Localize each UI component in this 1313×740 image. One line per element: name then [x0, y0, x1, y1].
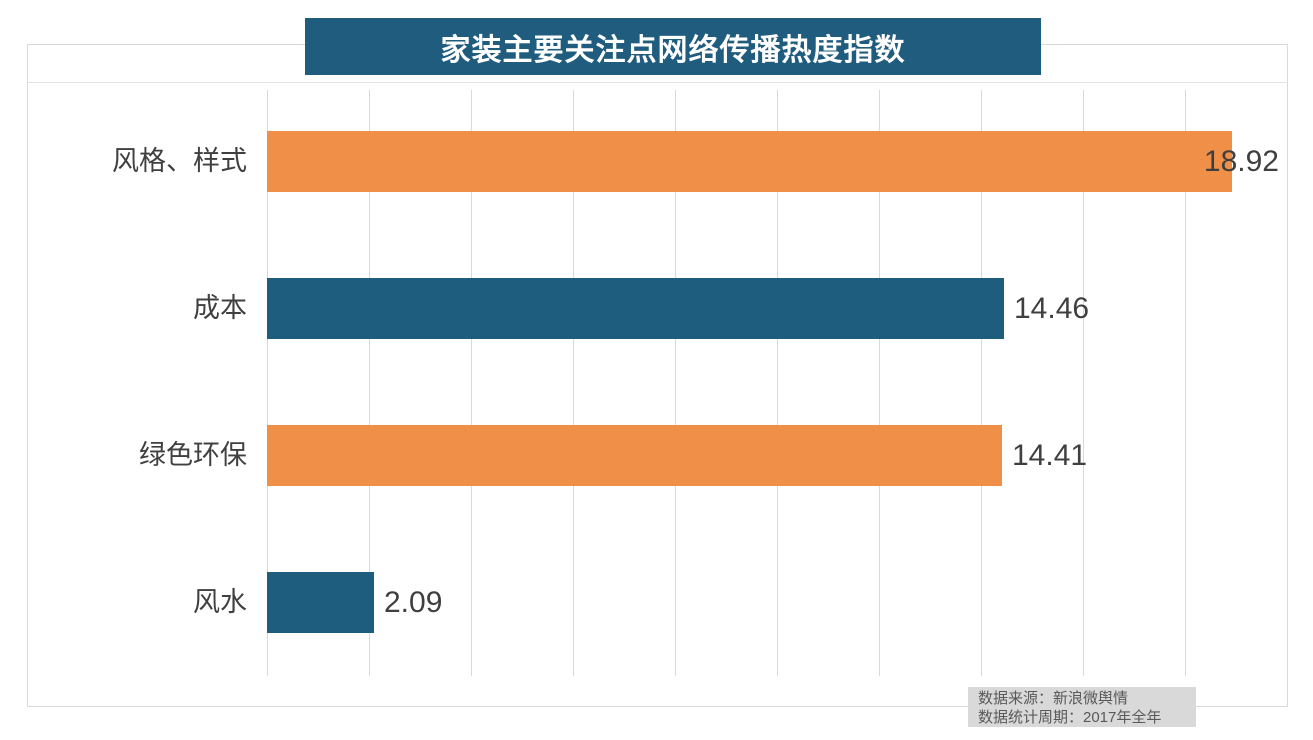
chart-title: 家装主要关注点网络传播热度指数 — [305, 18, 1041, 75]
gridline — [1083, 90, 1084, 676]
source-note-line-2: 数据统计周期：2017年全年 — [978, 709, 1162, 726]
source-note-line-1: 数据来源：新浪微舆情 — [978, 690, 1129, 707]
gridline — [471, 90, 472, 676]
gridline — [777, 90, 778, 676]
bar — [267, 131, 1232, 192]
category-label: 绿色环保 — [139, 440, 247, 470]
source-note-box: 数据来源：新浪微舆情 数据统计周期：2017年全年 — [968, 687, 1196, 727]
value-label: 14.46 — [1014, 292, 1090, 325]
value-label: 18.92 — [1203, 145, 1279, 178]
bar — [267, 278, 1004, 339]
plot-area-top-border — [28, 82, 1288, 83]
value-label: 14.41 — [1012, 439, 1088, 472]
gridline — [1287, 90, 1288, 676]
category-label: 风水 — [193, 587, 247, 617]
gridline — [1185, 90, 1186, 676]
gridline — [573, 90, 574, 676]
gridline — [267, 90, 268, 676]
bar — [267, 425, 1002, 486]
category-label: 风格、样式 — [112, 146, 247, 176]
bar — [267, 572, 374, 633]
gridline — [675, 90, 676, 676]
value-label: 2.09 — [384, 586, 443, 619]
gridline — [879, 90, 880, 676]
gridline — [369, 90, 370, 676]
category-label: 成本 — [193, 293, 247, 323]
gridline — [981, 90, 982, 676]
